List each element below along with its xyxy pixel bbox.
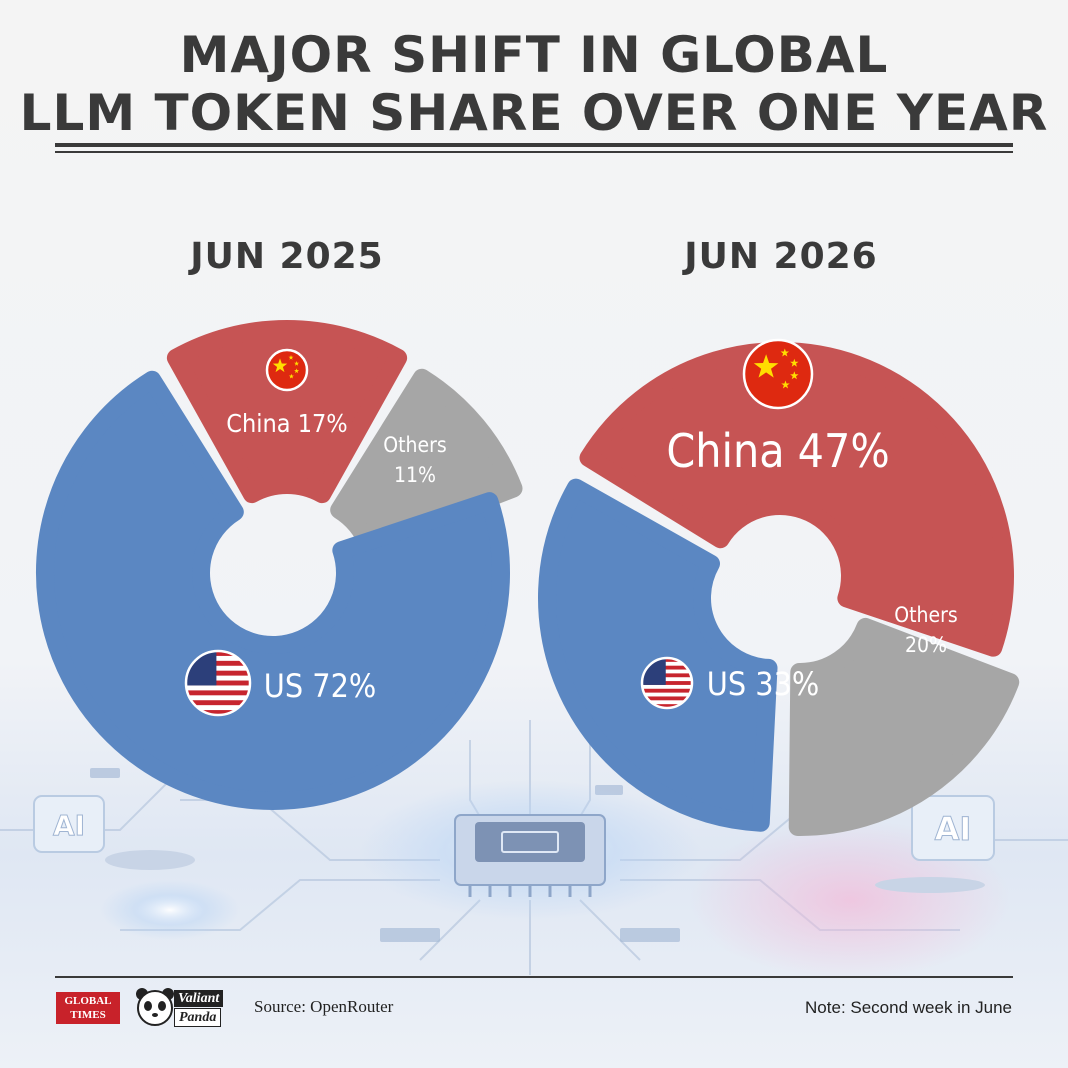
global-times-logo-line2: TIMES [70, 1009, 106, 1021]
panda-icon [136, 988, 174, 1026]
slice-label-0-china: China 17% [226, 409, 347, 438]
donut-slice-1-us [538, 478, 778, 832]
chart-title-2026: JUN 2026 [684, 236, 878, 277]
us-flag-icon-1 [640, 656, 694, 710]
footnote: Note: Second week in June [805, 998, 1012, 1017]
title-line-2: LLM TOKEN SHARE OVER ONE YEAR [19, 84, 1049, 142]
donut-slice-0-china [166, 320, 408, 504]
valiant-panda-logo: Valiant Panda [134, 986, 234, 1028]
ai-badge-left-icon: AI [33, 795, 105, 853]
slice-label-1-us: US 33% [707, 665, 819, 703]
slice-label-0-us: US 72% [264, 667, 376, 705]
footer-divider [55, 976, 1013, 978]
donut-slice-1-others [788, 617, 1020, 836]
svg-text:AI: AI [53, 809, 85, 842]
ai-badge-right-icon: AI [911, 795, 995, 861]
global-times-logo-line1: GLOBAL [64, 995, 112, 1007]
title-divider-thick [55, 143, 1013, 147]
slice-label-1-china: China 47% [666, 424, 889, 478]
chart-title-2025: JUN 2025 [190, 236, 384, 277]
us-flag-icon-0 [184, 649, 252, 717]
china-flag-icon-0 [265, 348, 309, 392]
valiant-panda-logo-line2: Panda [174, 1008, 222, 1027]
donut-slice-0-us [36, 370, 510, 810]
slice-label-1-others-name: Others [894, 603, 957, 627]
source-note: Source: OpenRouter [254, 997, 394, 1016]
title-divider-thin [55, 151, 1013, 153]
slice-label-0-others-value: 11% [394, 463, 436, 487]
svg-text:AI: AI [935, 810, 972, 848]
donut-slice-1-china [579, 342, 1014, 657]
slice-label-0-others-name: Others [383, 433, 446, 457]
processor-chip-icon [454, 814, 606, 897]
china-flag-icon-1 [742, 338, 814, 410]
valiant-panda-logo-line1: Valiant [174, 990, 224, 1007]
slice-label-1-others-value: 20% [905, 633, 947, 657]
title-line-1: MAJOR SHIFT IN GLOBAL [179, 26, 889, 84]
global-times-logo: GLOBAL TIMES [56, 992, 120, 1024]
